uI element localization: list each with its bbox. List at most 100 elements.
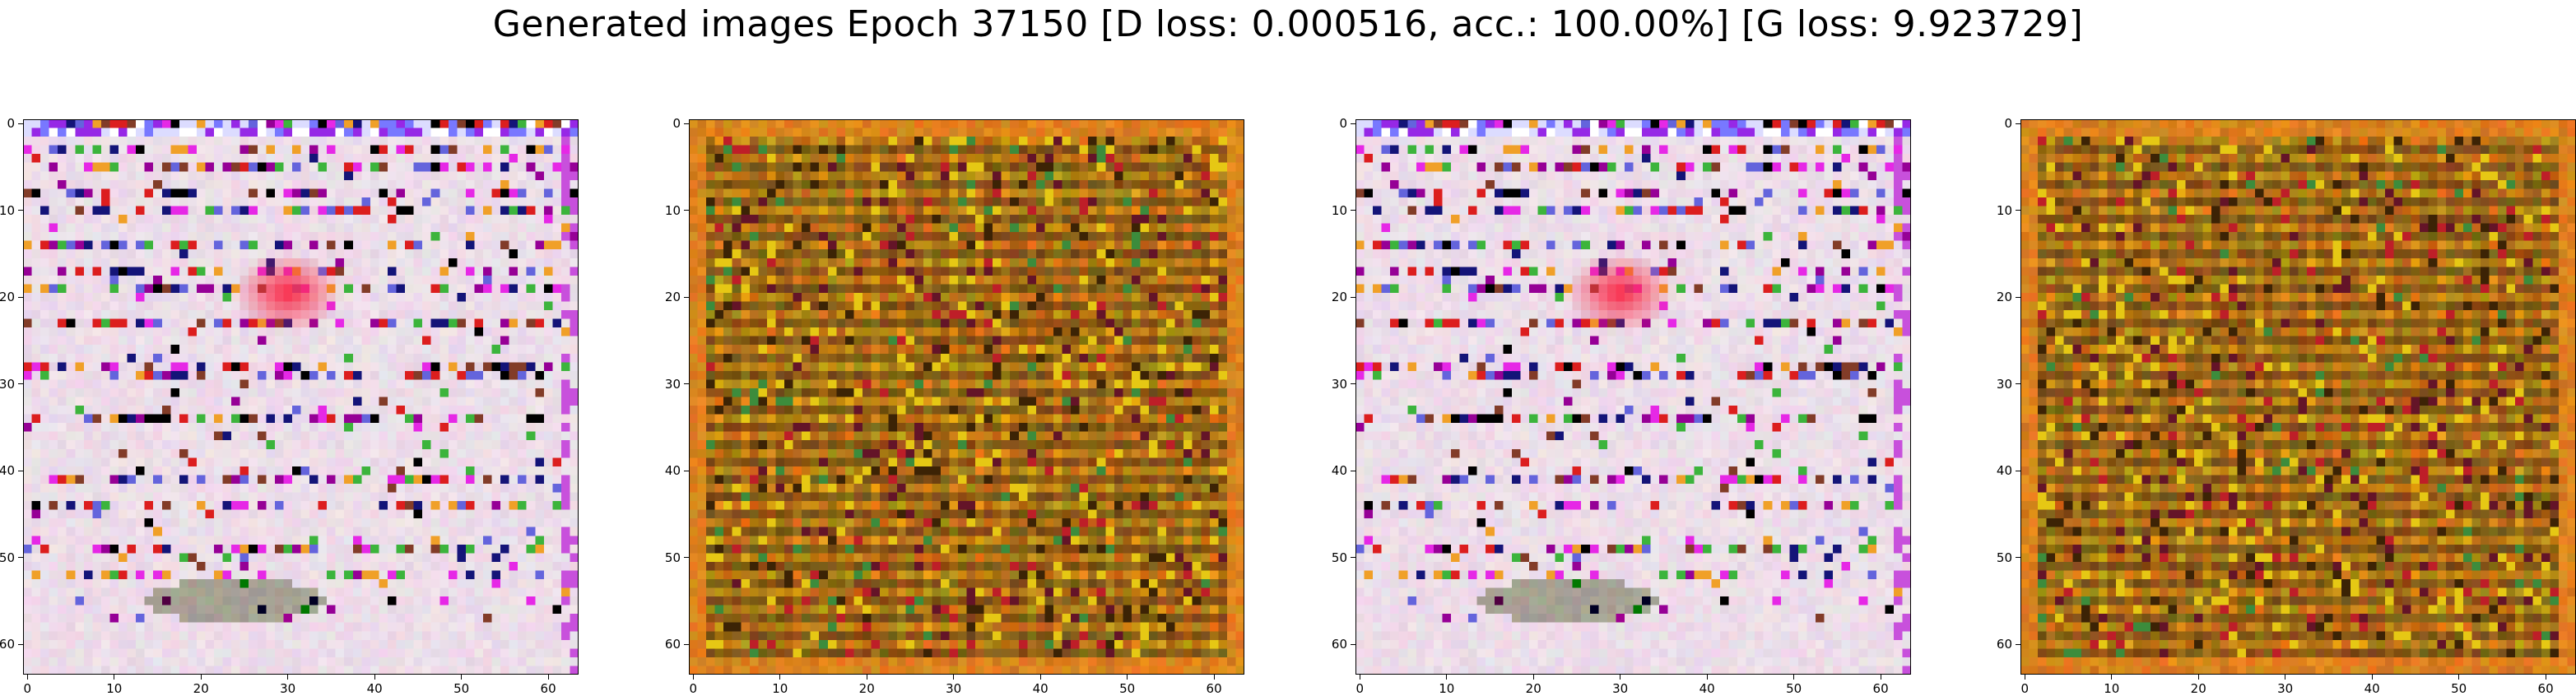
image-panel-3: 0 10 20 30 40 50 60 0 10 20 30 40 50 60 — [1332, 118, 1911, 695]
y-tick-label: 40 — [1331, 463, 1347, 479]
x-tick-mark — [26, 675, 28, 680]
x-tick-label: 10 — [1439, 681, 1455, 696]
y-tick-mark — [1351, 123, 1355, 124]
x-tick-label: 30 — [280, 681, 296, 696]
y-tick-mark — [18, 557, 23, 559]
x-tick-label: 0 — [23, 681, 32, 696]
x-tick-mark — [953, 675, 955, 680]
x-tick-mark — [2197, 675, 2199, 680]
x-tick-mark — [1706, 675, 1708, 680]
y-tick-mark — [1351, 643, 1355, 645]
y-tick-label: 10 — [664, 202, 681, 218]
x-tick-mark — [1532, 675, 1534, 680]
y-tick-mark — [18, 210, 23, 211]
x-tick-label: 60 — [2537, 681, 2554, 696]
y-tick-mark — [18, 123, 23, 124]
y-tick-label: 10 — [0, 202, 15, 218]
image-panel-1: 0 10 20 30 40 50 60 0 10 20 30 40 50 60 — [0, 118, 579, 695]
y-tick-mark — [684, 643, 689, 645]
y-tick-mark — [18, 383, 23, 385]
y-tick-label: 60 — [1331, 637, 1347, 652]
x-tick-mark — [1213, 675, 1215, 680]
x-tick-mark — [1446, 675, 1448, 680]
y-tick-label: 20 — [0, 290, 15, 305]
y-tick-mark — [1351, 383, 1355, 385]
y-tick-mark — [2016, 383, 2020, 385]
y-tick-label: 50 — [1331, 550, 1347, 565]
y-tick-label: 60 — [0, 637, 15, 652]
x-tick-label: 50 — [453, 681, 470, 696]
generated-image-2 — [689, 119, 1244, 675]
x-tick-mark — [287, 675, 289, 680]
x-tick-mark — [692, 675, 694, 680]
y-tick-mark — [2016, 123, 2020, 124]
y-tick-label: 50 — [664, 550, 681, 565]
x-tick-mark — [779, 675, 781, 680]
image-panel-2: 0 10 20 30 40 50 60 0 10 20 30 40 50 60 — [665, 118, 1244, 695]
y-tick-label: 20 — [1996, 290, 2012, 305]
generated-image-1 — [23, 119, 579, 675]
x-tick-label: 0 — [2020, 681, 2030, 696]
x-tick-label: 10 — [2104, 681, 2120, 696]
x-tick-mark — [200, 675, 202, 680]
x-tick-mark — [374, 675, 375, 680]
figure-title: Generated images Epoch 37150 [D loss: 0.… — [492, 3, 2084, 45]
x-tick-mark — [2458, 675, 2460, 680]
x-tick-label: 40 — [2364, 681, 2380, 696]
y-tick-mark — [18, 296, 23, 298]
y-tick-label: 30 — [1996, 376, 2012, 392]
y-tick-label: 60 — [664, 637, 681, 652]
y-tick-mark — [684, 210, 689, 211]
x-tick-mark — [1039, 675, 1041, 680]
y-tick-label: 30 — [1331, 376, 1347, 392]
y-tick-label: 30 — [664, 376, 681, 392]
generated-image-4 — [2020, 119, 2576, 675]
x-tick-label: 30 — [2277, 681, 2294, 696]
x-tick-label: 30 — [1612, 681, 1629, 696]
y-tick-label: 10 — [1996, 202, 2012, 218]
y-tick-label: 0 — [672, 116, 681, 132]
x-tick-label: 50 — [2451, 681, 2467, 696]
x-tick-label: 20 — [2190, 681, 2206, 696]
x-tick-label: 40 — [1032, 681, 1049, 696]
x-tick-label: 60 — [1872, 681, 1889, 696]
y-tick-mark — [684, 383, 689, 385]
y-tick-mark — [1351, 557, 1355, 559]
x-tick-label: 40 — [366, 681, 383, 696]
x-tick-mark — [2371, 675, 2373, 680]
y-tick-label: 20 — [664, 290, 681, 305]
x-tick-mark — [1793, 675, 1795, 680]
x-tick-label: 60 — [1206, 681, 1222, 696]
y-tick-mark — [684, 557, 689, 559]
y-tick-mark — [1351, 210, 1355, 211]
y-tick-label: 0 — [2004, 116, 2012, 132]
y-tick-label: 0 — [1339, 116, 1347, 132]
x-tick-label: 20 — [193, 681, 209, 696]
x-tick-mark — [2111, 675, 2113, 680]
y-tick-label: 50 — [0, 550, 15, 565]
y-tick-label: 10 — [1331, 202, 1347, 218]
x-tick-label: 20 — [1525, 681, 1541, 696]
y-tick-label: 40 — [664, 463, 681, 479]
x-tick-label: 20 — [858, 681, 875, 696]
y-tick-mark — [684, 296, 689, 298]
y-tick-label: 40 — [1996, 463, 2012, 479]
x-tick-label: 50 — [1119, 681, 1136, 696]
generated-image-3 — [1355, 119, 1911, 675]
y-tick-label: 60 — [1996, 637, 2012, 652]
y-tick-mark — [18, 643, 23, 645]
y-tick-mark — [684, 123, 689, 124]
y-tick-mark — [2016, 557, 2020, 559]
x-tick-mark — [1127, 675, 1128, 680]
y-tick-mark — [2016, 210, 2020, 211]
x-tick-label: 50 — [1786, 681, 1802, 696]
y-tick-mark — [2016, 296, 2020, 298]
y-tick-mark — [2016, 643, 2020, 645]
y-tick-label: 20 — [1331, 290, 1347, 305]
image-panel-4: 0 10 20 30 40 50 60 0 10 20 30 40 50 60 — [1997, 118, 2576, 695]
y-tick-label: 40 — [0, 463, 15, 479]
x-tick-label: 10 — [106, 681, 123, 696]
x-tick-mark — [547, 675, 549, 680]
x-tick-label: 0 — [689, 681, 698, 696]
y-tick-label: 0 — [7, 116, 15, 132]
